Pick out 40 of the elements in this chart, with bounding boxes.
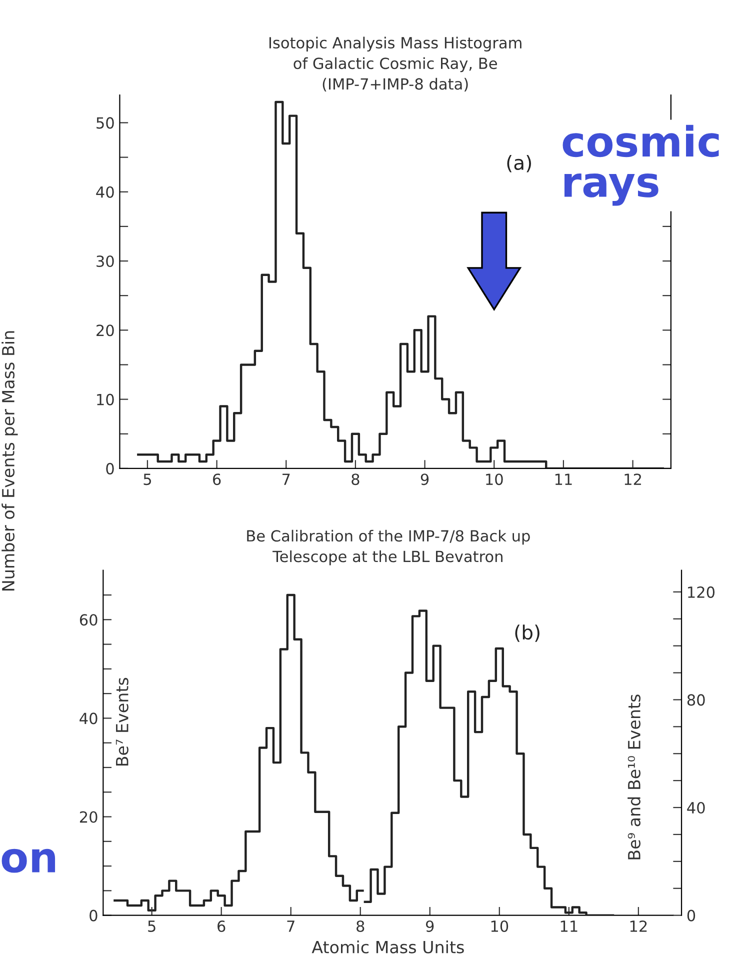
annotation: cosmic rays xyxy=(562,124,719,206)
y-tick-label: 20 xyxy=(96,324,114,336)
chart-title: Isotopic Analysis Mass Histogram of Galactic Cosmic Ray, Be (IMP-7+IMP-8 data) xyxy=(269,36,522,92)
x-tick-label: 12 xyxy=(624,474,641,485)
y-tick-label: 40 xyxy=(687,802,705,814)
chart-title: Be Calibration of the IMP-7/8 Back up Telescope at the LBL Bevatron xyxy=(247,530,530,566)
annotation: (b) xyxy=(515,624,540,642)
y-tick-label: 40 xyxy=(80,712,98,724)
x-tick-label: 7 xyxy=(282,474,290,485)
x-axis-title: Atomic Mass Units xyxy=(312,940,464,954)
y-tick-label: 120 xyxy=(688,586,715,598)
y-tick-label: 60 xyxy=(80,614,98,626)
y-tick-label: 40 xyxy=(96,186,114,198)
y-tick-label: 0 xyxy=(90,910,98,922)
x-tick-label: 7 xyxy=(287,920,294,932)
x-tick-label: 8 xyxy=(356,920,364,932)
x-tick-label: 9 xyxy=(420,474,429,486)
text: on xyxy=(2,848,56,873)
y-tick-label: 0 xyxy=(106,462,114,474)
y-axis-title: Be⁹ and Be¹⁰ Events xyxy=(628,694,640,860)
y-tick-label: 10 xyxy=(97,394,114,406)
y-tick-label: 0 xyxy=(687,910,696,922)
y-axis-title: Number of Events per Mass Bin xyxy=(2,331,18,590)
y-tick-label: 50 xyxy=(96,117,114,129)
y-tick-label: 30 xyxy=(96,255,114,268)
x-tick-label: 6 xyxy=(213,474,221,486)
x-tick-label: 10 xyxy=(491,920,508,932)
x-tick-label: 6 xyxy=(218,920,226,932)
annotation: (a) xyxy=(507,154,531,172)
x-tick-label: 5 xyxy=(148,920,156,932)
x-tick-label: 9 xyxy=(426,920,434,932)
y-tick-label: 20 xyxy=(80,811,98,823)
x-tick-label: 5 xyxy=(144,474,151,486)
y-axis-title: Be⁷ Events xyxy=(116,678,128,766)
x-tick-label: 11 xyxy=(555,474,572,485)
x-tick-label: 12 xyxy=(630,920,647,932)
x-tick-label: 11 xyxy=(560,920,578,932)
x-tick-label: 8 xyxy=(352,474,360,486)
x-tick-label: 10 xyxy=(486,474,503,486)
y-tick-label: 80 xyxy=(687,694,705,706)
